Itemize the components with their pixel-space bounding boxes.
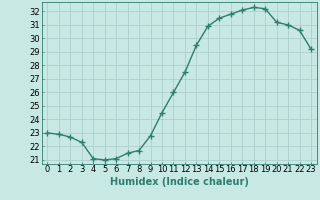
X-axis label: Humidex (Indice chaleur): Humidex (Indice chaleur) (110, 177, 249, 187)
